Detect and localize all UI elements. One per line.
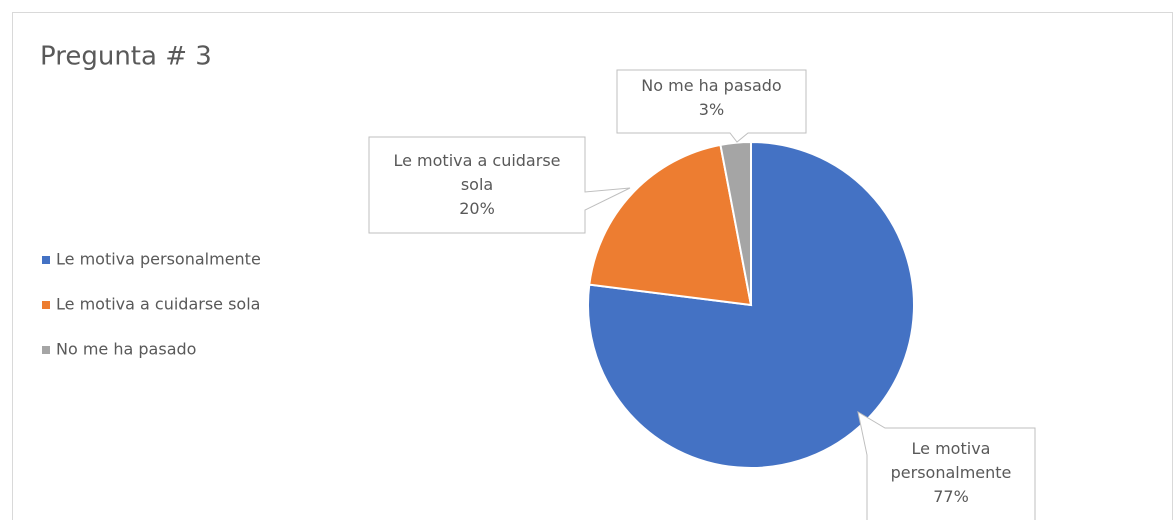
legend-swatch bbox=[42, 301, 50, 309]
data-label: Le motiva personalmente 77% bbox=[872, 437, 1030, 509]
legend-swatch bbox=[42, 346, 50, 354]
chart-title: Pregunta # 3 bbox=[40, 42, 212, 72]
data-label-value: 77% bbox=[933, 487, 969, 506]
pie-slice bbox=[719, 140, 752, 306]
callout-box bbox=[368, 136, 631, 234]
legend-label: No me ha pasado bbox=[56, 340, 196, 359]
legend-swatch bbox=[42, 256, 50, 264]
pie-slice bbox=[588, 143, 753, 307]
data-label-category: No me ha pasado bbox=[641, 76, 782, 95]
data-label: No me ha pasado 3% bbox=[617, 74, 806, 122]
legend: Le motiva personalmente Le motiva a cuida… bbox=[42, 250, 261, 359]
pie bbox=[587, 140, 915, 469]
legend-label: Le motiva a cuidarse sola bbox=[56, 295, 260, 314]
data-label-value: 3% bbox=[698, 100, 725, 119]
data-label-category: Le motiva a cuidarse sola bbox=[393, 151, 561, 194]
callout-box bbox=[616, 69, 807, 143]
pie-slice bbox=[587, 140, 915, 469]
callout-box bbox=[857, 410, 1036, 520]
data-label-value: 20% bbox=[459, 199, 495, 218]
data-label-category: Le motiva personalmente bbox=[890, 439, 1012, 482]
data-label: Le motiva a cuidarse sola 20% bbox=[380, 149, 574, 221]
legend-label: Le motiva personalmente bbox=[56, 250, 261, 269]
